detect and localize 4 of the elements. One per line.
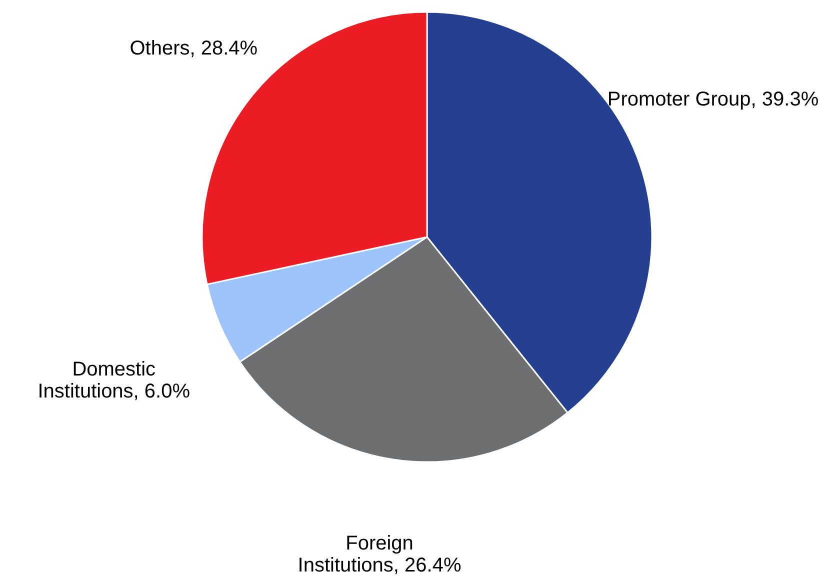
slice-label: Domestic Institutions, 6.0% (38, 358, 190, 402)
slice-label: Promoter Group, 39.3% (607, 88, 819, 111)
slice-label: Others, 28.4% (130, 37, 258, 60)
slice-label: Foreign Institutions, 26.4% (298, 532, 462, 576)
